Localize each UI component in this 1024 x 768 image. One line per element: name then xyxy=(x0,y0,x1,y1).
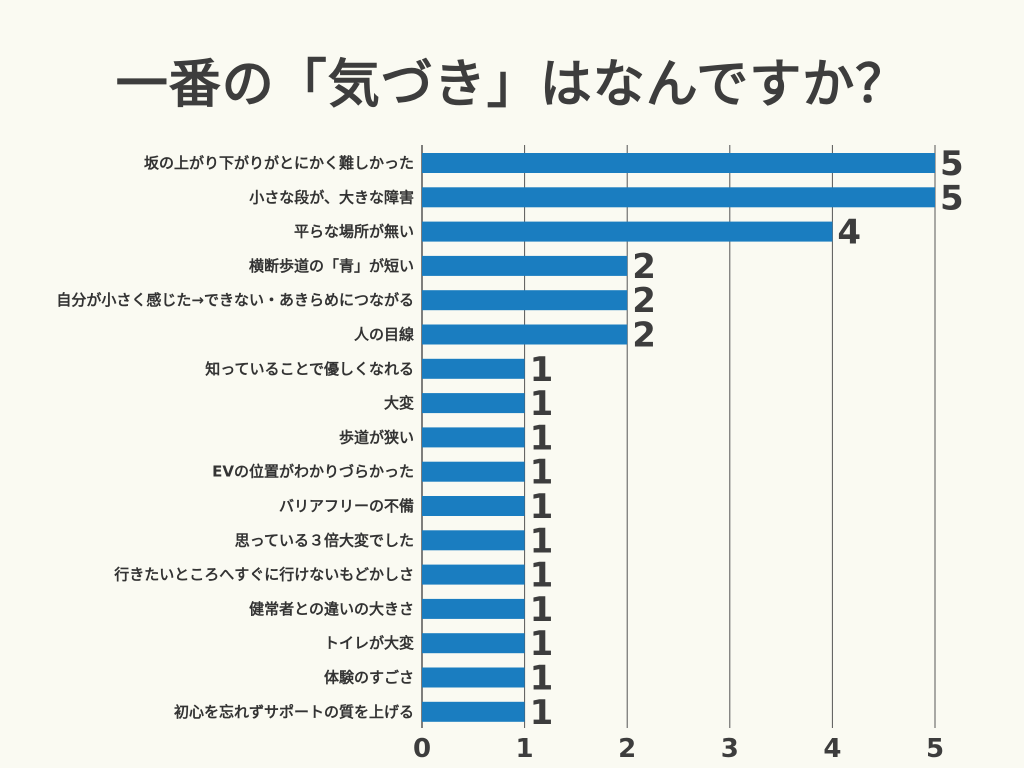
bar xyxy=(422,358,525,379)
value-label: 1 xyxy=(530,521,554,561)
bar xyxy=(422,290,628,311)
value-label: 1 xyxy=(530,384,554,424)
category-label: 知っていることで優しくなれる xyxy=(205,360,414,378)
x-tick-label: 1 xyxy=(516,734,534,764)
bar xyxy=(422,633,525,654)
value-label: 1 xyxy=(530,487,554,527)
value-label: 2 xyxy=(632,316,656,356)
category-label: 横断歩道の「青」が短い xyxy=(249,257,414,275)
category-label: 平らな場所が無い xyxy=(294,223,414,241)
bar xyxy=(422,153,935,173)
bar xyxy=(422,393,525,414)
value-label: 5 xyxy=(940,144,964,184)
category-label: バリアフリーの不備 xyxy=(279,497,414,515)
bar xyxy=(422,530,525,551)
x-tick-label: 5 xyxy=(926,734,944,764)
x-tick-labels: 0 1 2 3 4 5 xyxy=(413,734,944,764)
x-tick-label: 4 xyxy=(823,734,841,764)
bar xyxy=(422,598,525,619)
x-tick-label: 2 xyxy=(618,734,636,764)
x-tick-label: 3 xyxy=(721,734,739,764)
bar xyxy=(422,324,628,345)
category-label: トイレが大変 xyxy=(324,634,414,652)
category-label: 坂の上がり下がりがとにかく難しかった xyxy=(144,154,414,172)
value-label: 2 xyxy=(632,247,656,287)
bar xyxy=(422,667,525,688)
bar xyxy=(422,221,833,242)
category-label: 小さな段が、大きな障害 xyxy=(249,188,414,206)
value-label: 1 xyxy=(530,693,554,733)
category-labels: 坂の上がり下がりがとにかく難しかった小さな段が、大きな障害平らな場所が無い横断歩… xyxy=(56,154,414,721)
category-label: 自分が小さく感じた→できない・あきらめにつながる xyxy=(56,291,414,309)
bar xyxy=(422,187,935,208)
bar xyxy=(422,564,525,585)
value-label: 1 xyxy=(530,453,554,493)
bar xyxy=(422,427,525,448)
value-label: 1 xyxy=(530,350,554,390)
x-tick-label: 0 xyxy=(413,734,431,764)
category-label: 人の目線 xyxy=(354,326,414,344)
category-label: 初心を忘れずサポートの質を上げる xyxy=(174,703,414,721)
value-label: 4 xyxy=(837,213,861,253)
bars xyxy=(422,153,935,722)
bar xyxy=(422,701,525,722)
value-label: 1 xyxy=(530,590,554,630)
value-label: 1 xyxy=(530,624,554,664)
bar xyxy=(422,496,525,516)
category-label: 行きたいところへすぐに行けないもどかしさ xyxy=(113,566,414,584)
category-label: EVの位置がわかりづらかった xyxy=(212,463,414,481)
value-label: 2 xyxy=(632,281,656,321)
chart-title: 一番の「気づき」はなんですか？ xyxy=(115,55,909,115)
value-label: 1 xyxy=(530,418,554,458)
category-label: 思っている３倍大変でした xyxy=(235,531,414,549)
category-label: 歩道が狭い xyxy=(339,428,414,446)
category-label: 体験のすごさ xyxy=(324,669,414,687)
value-label: 5 xyxy=(940,178,964,218)
bar xyxy=(422,461,525,482)
bar xyxy=(422,255,628,276)
value-label: 1 xyxy=(530,556,554,596)
category-label: 健常者との違いの大きさ xyxy=(249,600,414,618)
value-label: 1 xyxy=(530,659,554,699)
category-label: 大変 xyxy=(384,394,414,412)
